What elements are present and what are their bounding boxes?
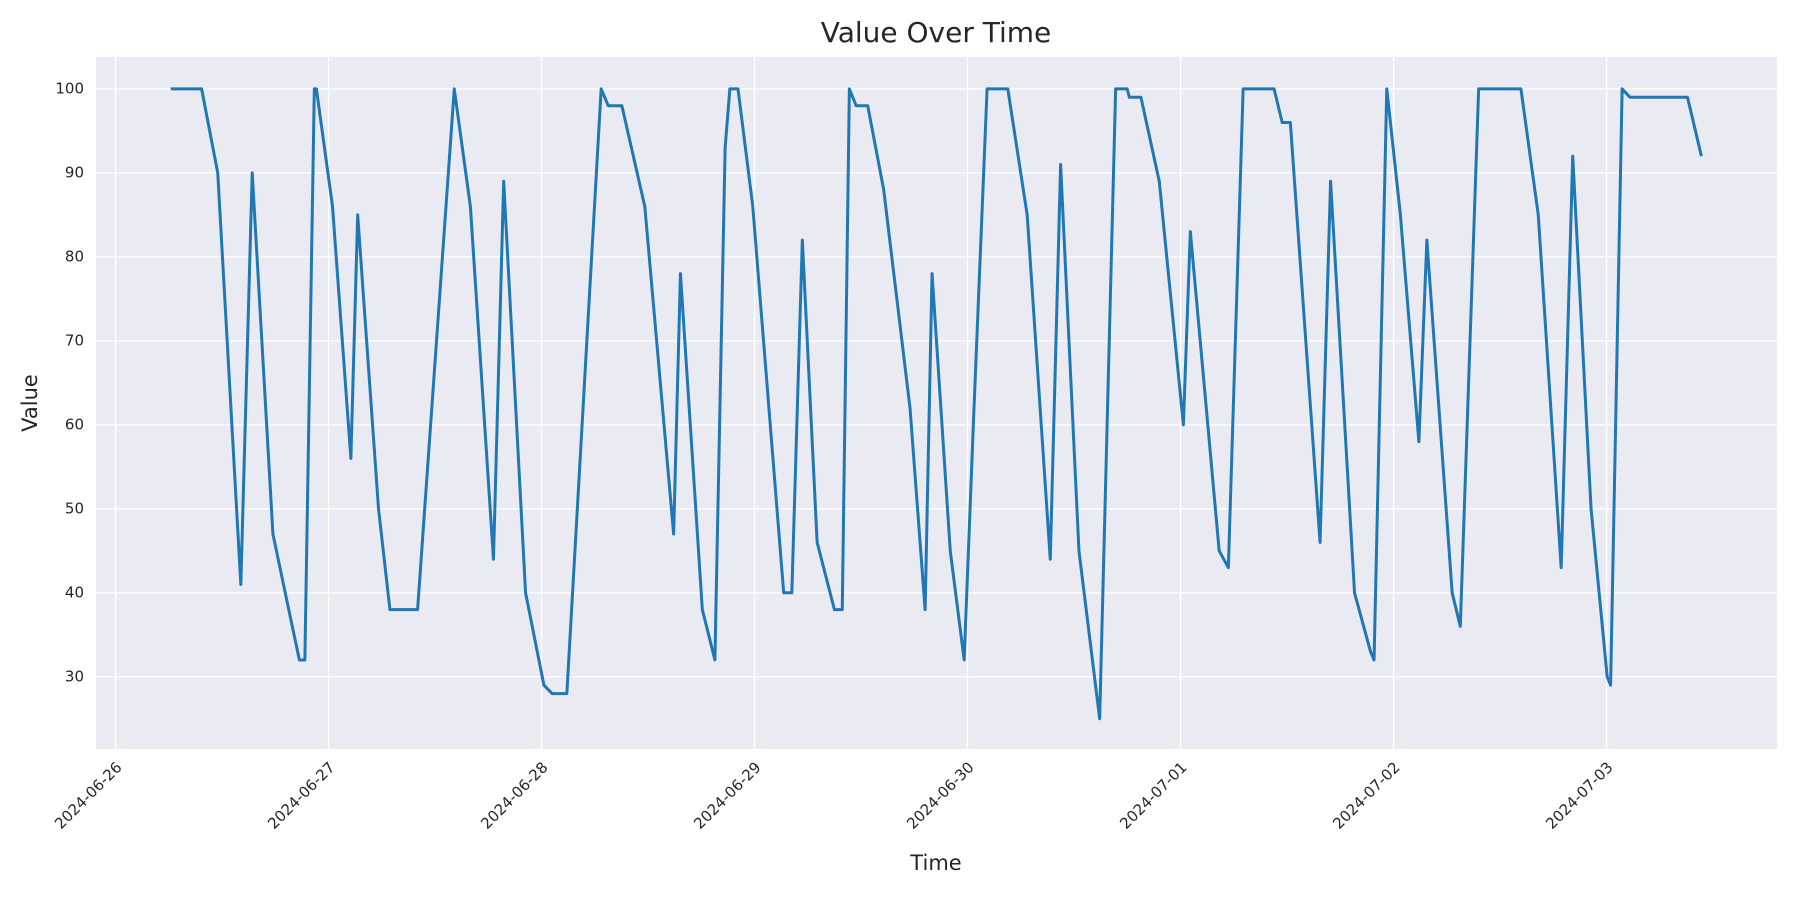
x-axis-label: Time bbox=[909, 851, 961, 875]
data-line bbox=[170, 87, 1703, 721]
y-tick-label: 90 bbox=[65, 163, 84, 181]
x-tick-label: 2024-07-01 bbox=[1116, 758, 1190, 832]
chart-title: Value Over Time bbox=[821, 16, 1052, 49]
y-tick-label: 80 bbox=[65, 247, 84, 265]
y-tick-label: 50 bbox=[65, 499, 84, 517]
y-tick-label: 60 bbox=[65, 415, 84, 433]
y-tick-label: 40 bbox=[65, 583, 84, 601]
x-tick-label: 2024-07-03 bbox=[1542, 758, 1616, 832]
grid bbox=[96, 57, 1777, 749]
y-tick-label: 70 bbox=[65, 331, 84, 349]
marks bbox=[170, 87, 1703, 721]
y-tick-label: 100 bbox=[55, 79, 84, 97]
x-tick-label: 2024-07-02 bbox=[1329, 758, 1403, 832]
y-tick-label: 30 bbox=[65, 667, 84, 685]
x-tick-label: 2024-06-26 bbox=[51, 758, 125, 832]
x-tick-label: 2024-06-29 bbox=[690, 758, 764, 832]
x-tick-label: 2024-06-27 bbox=[264, 758, 338, 832]
y-axis-label: Value bbox=[18, 374, 42, 432]
x-tick-label: 2024-06-30 bbox=[903, 758, 977, 832]
x-tick-label: 2024-06-28 bbox=[477, 758, 551, 832]
